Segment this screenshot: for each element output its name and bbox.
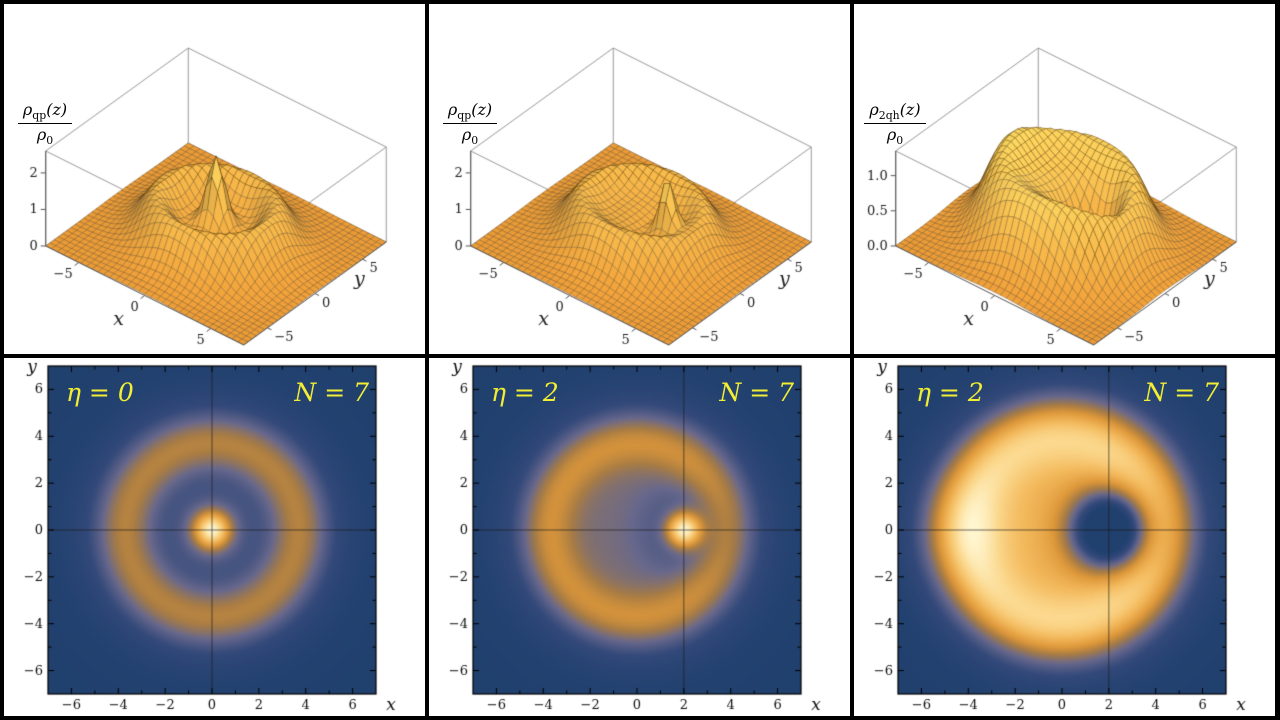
panel-surface-qp-centered: ρqp(z) ρ0 <box>4 4 425 354</box>
surface-plot-canvas-qp-offset <box>429 4 850 354</box>
density-plot-canvas-eta0 <box>4 358 425 716</box>
eta-annotation: η = 2 <box>916 378 984 407</box>
eta-annotation: η = 0 <box>66 378 134 407</box>
surface-plot-canvas-2qh <box>854 4 1275 354</box>
fraction-numerator: ρqp(z) <box>17 100 73 125</box>
z-axis-label-fraction: ρ2qh(z) ρ0 <box>856 100 934 147</box>
particle-count-annotation: N = 7 <box>719 378 794 407</box>
panel-density-eta2-2qh: η = 2 N = 7 <box>854 358 1275 716</box>
fraction-denominator: ρ0 <box>886 125 904 148</box>
particle-count-annotation: N = 7 <box>1144 378 1219 407</box>
fraction-numerator: ρqp(z) <box>442 100 498 125</box>
panel-surface-qp-offset: ρqp(z) ρ0 <box>429 4 850 354</box>
fraction-numerator: ρ2qh(z) <box>864 100 926 125</box>
particle-count-annotation: N = 7 <box>294 378 369 407</box>
panel-surface-2qh: ρ2qh(z) ρ0 <box>854 4 1275 354</box>
density-plot-canvas-eta2-qp <box>429 358 850 716</box>
surface-plot-canvas-qp-centered <box>4 4 425 354</box>
fraction-denominator: ρ0 <box>461 125 479 148</box>
fraction-denominator: ρ0 <box>36 125 54 148</box>
density-plot-canvas-eta2-2qh <box>854 358 1275 716</box>
z-axis-label-fraction: ρqp(z) ρ0 <box>431 100 509 147</box>
panel-density-eta0: η = 0 N = 7 <box>4 358 425 716</box>
panel-density-eta2-qp: η = 2 N = 7 <box>429 358 850 716</box>
eta-annotation: η = 2 <box>491 378 559 407</box>
z-axis-label-fraction: ρqp(z) ρ0 <box>6 100 84 147</box>
